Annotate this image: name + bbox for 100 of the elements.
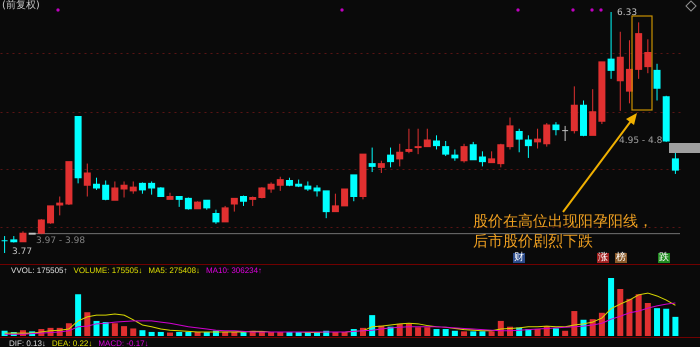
bar xyxy=(296,332,302,336)
candlestick xyxy=(176,196,183,208)
candlestick xyxy=(184,196,192,210)
candlestick xyxy=(92,177,100,190)
bar xyxy=(636,294,642,336)
bar xyxy=(562,330,568,336)
candlestick xyxy=(258,186,266,199)
bar xyxy=(654,308,660,336)
candlestick xyxy=(405,128,412,154)
annotation: 4.95 - 4.8 xyxy=(619,136,662,146)
band-label: 3.97 - 3.98 xyxy=(36,236,86,246)
bar xyxy=(240,332,247,336)
candlestick xyxy=(470,141,477,160)
bar xyxy=(626,298,632,336)
candlestick xyxy=(396,143,404,167)
bar xyxy=(415,327,422,336)
candlestick xyxy=(84,163,91,198)
candlestick xyxy=(414,128,422,155)
candlestick xyxy=(543,122,550,148)
candlestick xyxy=(222,205,229,222)
candlestick xyxy=(212,209,220,224)
bar xyxy=(470,331,476,336)
candlestick xyxy=(644,38,652,74)
candlestick xyxy=(516,128,523,153)
candlestick xyxy=(1,236,8,254)
bar xyxy=(672,316,678,336)
text: DIF: 0.13↓ xyxy=(9,339,46,347)
candlestick xyxy=(111,180,118,201)
candlestick xyxy=(350,174,358,202)
text: MACD: -0.17↓ xyxy=(98,339,149,347)
candlestick xyxy=(47,205,54,224)
candlestick xyxy=(460,143,468,164)
annotation: 财 xyxy=(513,252,525,263)
candlestick xyxy=(534,128,542,150)
candlestick xyxy=(552,122,560,136)
text: DEA: 0.22↓ xyxy=(52,339,92,347)
candlestick xyxy=(304,180,312,192)
candlestick xyxy=(672,152,679,174)
bar xyxy=(93,320,100,336)
candlestick xyxy=(157,186,164,198)
bar xyxy=(75,294,82,336)
bar xyxy=(102,322,109,336)
bar xyxy=(617,289,624,336)
candlestick xyxy=(249,196,256,206)
candlestick xyxy=(589,88,596,136)
bar xyxy=(204,332,210,336)
candlestick xyxy=(616,31,624,112)
candlestick xyxy=(424,128,431,148)
bar xyxy=(479,331,486,336)
bar xyxy=(158,332,164,336)
candlestick xyxy=(378,160,385,174)
annotation: 3.77 xyxy=(12,247,32,257)
bar xyxy=(433,329,440,336)
candlestick xyxy=(654,63,661,101)
bar xyxy=(442,329,449,336)
annotation: 榜 xyxy=(615,252,627,263)
bar xyxy=(185,332,192,336)
candlestick xyxy=(608,12,615,80)
candlestick xyxy=(268,182,275,194)
candlestick xyxy=(138,182,146,194)
text: VOLUME: 175505↓ xyxy=(73,266,142,275)
candlestick xyxy=(314,184,321,198)
annotation: 股价在高位出现阳孕阳线， xyxy=(473,212,653,230)
candlestick xyxy=(120,180,128,198)
bar xyxy=(534,329,541,336)
candlestick xyxy=(38,218,45,235)
candlestick xyxy=(524,134,532,158)
annotation: 后市股价剧烈下跌 xyxy=(473,232,593,250)
bar xyxy=(130,328,136,336)
candlestick xyxy=(56,196,64,216)
candlestick xyxy=(387,147,394,168)
bar xyxy=(552,328,559,336)
bar xyxy=(167,332,173,336)
annotation: 涨 xyxy=(597,252,609,263)
bar xyxy=(139,330,146,336)
text: MA10: 306234↑ xyxy=(206,266,262,275)
candlestick xyxy=(506,116,514,150)
bar xyxy=(369,315,376,336)
bar xyxy=(644,302,651,336)
bar xyxy=(461,331,468,336)
bar xyxy=(571,311,578,336)
candlestick xyxy=(240,195,248,206)
candlestick xyxy=(102,180,110,201)
bar xyxy=(121,326,128,336)
candlestick xyxy=(276,176,284,192)
candlestick xyxy=(19,230,26,242)
candlestick xyxy=(332,193,339,212)
candlestick xyxy=(230,198,238,212)
candlestick xyxy=(203,200,210,210)
candlestick xyxy=(341,188,348,206)
bar xyxy=(608,278,614,336)
bar xyxy=(112,323,118,336)
candlestick xyxy=(432,134,440,150)
annotation: 6.33 xyxy=(617,8,638,18)
bar xyxy=(452,330,458,336)
candlestick xyxy=(497,143,504,168)
candlestick xyxy=(148,180,156,196)
candlestick xyxy=(322,190,330,219)
bar xyxy=(424,327,430,336)
candlestick xyxy=(451,148,458,162)
